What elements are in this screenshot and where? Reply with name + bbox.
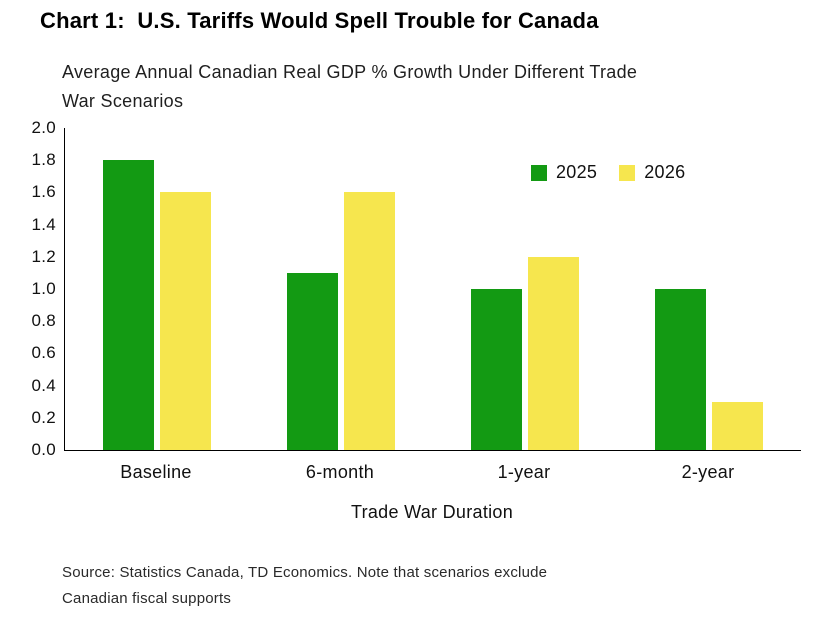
y-axis-tick-label: 0.8 — [31, 311, 56, 331]
y-axis-tick-label: 1.2 — [31, 246, 56, 266]
y-axis-tick-label: 0.2 — [31, 407, 56, 427]
bar-2026-2-year — [712, 401, 763, 450]
y-axis-tick-label: 0.0 — [31, 440, 56, 459]
x-category-label-baseline: Baseline — [120, 462, 192, 482]
y-axis-tick-label: 1.4 — [31, 214, 56, 234]
y-axis-tick-label: 1.6 — [31, 182, 56, 202]
chart-subtitle: Average Annual Canadian Real GDP % Growt… — [62, 62, 638, 112]
y-axis-tick-label: 2.0 — [31, 118, 56, 137]
x-category-label-6-month: 6-month — [305, 462, 375, 482]
bar-2026-6-month — [344, 192, 395, 450]
y-axis-tick-label: 1.0 — [31, 279, 56, 298]
bar-group-1-year — [433, 128, 617, 450]
legend-item-2026: 2026 — [619, 162, 685, 183]
legend-label: 2026 — [644, 162, 686, 182]
x-category-label-1-year: 1-year — [497, 462, 551, 482]
legend: 2025 2026 — [531, 162, 686, 183]
bar-2026-baseline — [160, 192, 211, 450]
bar-2026-1-year — [528, 256, 579, 450]
legend-swatch-icon — [531, 164, 547, 181]
x-axis-category-labels: Baseline 6-month 1-year 2-year — [64, 462, 800, 483]
bar-2025-2-year — [655, 289, 706, 450]
y-axis-tick-label: 0.6 — [31, 343, 56, 363]
x-category-label-2-year: 2-year — [681, 462, 735, 482]
bar-group-2-year — [617, 128, 801, 450]
bar-2025-baseline — [103, 160, 154, 450]
bar-groups — [65, 128, 801, 450]
bar-2025-1-year — [471, 289, 522, 450]
source-note: Source: Statistics Canada, TD Economics.… — [62, 564, 548, 607]
x-axis-title: Trade War Duration — [350, 502, 514, 522]
bar-group-6-month — [249, 128, 433, 450]
y-axis-tick-labels: 0.0 0.2 0.4 0.6 0.8 1.0 1.2 1.4 1.6 1.8 2.0 — [0, 118, 56, 459]
bar-group-baseline — [65, 128, 249, 450]
y-axis-tick-label: 0.4 — [31, 375, 56, 395]
y-axis-tick-label: 1.8 — [31, 150, 56, 170]
legend-swatch-icon — [619, 164, 636, 181]
chart-title: Chart 1: U.S. Tariffs Would Spell Troubl… — [40, 8, 599, 33]
legend-item-2025: 2025 — [531, 162, 597, 183]
plot-area: 2025 2026 — [64, 128, 801, 451]
bar-2025-6-month — [287, 272, 338, 450]
legend-label: 2025 — [556, 162, 598, 182]
